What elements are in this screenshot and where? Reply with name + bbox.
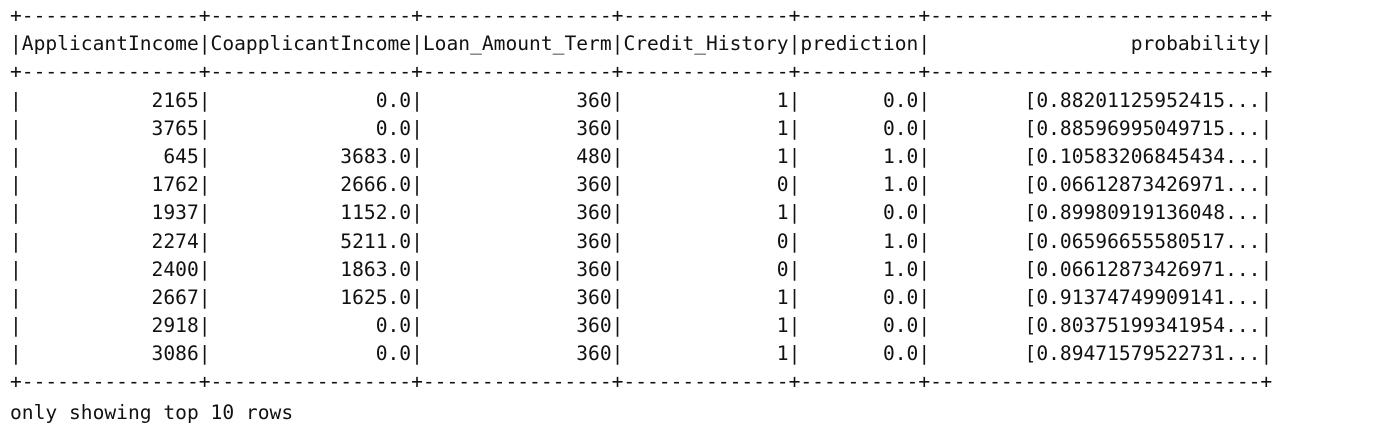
table-cell-loan-amount-term: 360 [422, 342, 612, 366]
table-cell-credit-history: 1 [623, 342, 789, 366]
table-row: | 2667| 1625.0| 360| 1| 0.0| [0.91374749… [10, 285, 1273, 309]
table-cell-prediction: 1.0 [800, 257, 919, 281]
table-cell-applicantincome: 2274 [21, 229, 199, 253]
table-cell-prediction: 1.0 [800, 229, 919, 253]
table-cell-loan-amount-term: 360 [422, 201, 612, 225]
table-cell-probability: [0.06612873426971... [930, 257, 1261, 281]
table-cell-loan-amount-term: 480 [422, 144, 612, 168]
table-cell-prediction: 1.0 [800, 173, 919, 197]
column-header-coapplicantincome: CoapplicantIncome [210, 32, 412, 56]
column-header-loan-amount-term: Loan_Amount_Term [422, 32, 612, 56]
table-cell-credit-history: 1 [623, 144, 789, 168]
table-row: | 2400| 1863.0| 360| 0| 1.0| [0.06612873… [10, 257, 1273, 281]
table-cell-credit-history: 0 [623, 257, 789, 281]
table-row: | 1762| 2666.0| 360| 0| 1.0| [0.06612873… [10, 173, 1273, 197]
column-header-credit-history: Credit_History [623, 32, 789, 56]
table-cell-coapplicantincome: 5211.0 [210, 229, 412, 253]
table-cell-coapplicantincome: 0.0 [210, 116, 412, 140]
table-cell-credit-history: 0 [623, 229, 789, 253]
column-header-prediction: prediction [800, 32, 919, 56]
table-cell-credit-history: 1 [623, 116, 789, 140]
table-cell-loan-amount-term: 360 [422, 257, 612, 281]
footer-note: only showing top 10 rows [10, 400, 294, 424]
table-cell-applicantincome: 2918 [21, 314, 199, 338]
table-border-header: +---------------+-----------------+-----… [10, 60, 1273, 84]
table-cell-probability: [0.80375199341954... [930, 314, 1261, 338]
table-cell-applicantincome: 3086 [21, 342, 199, 366]
table-cell-probability: [0.06612873426971... [930, 173, 1261, 197]
table-row: | 2165| 0.0| 360| 1| 0.0| [0.88201125952… [10, 88, 1273, 112]
table-cell-loan-amount-term: 360 [422, 285, 612, 309]
table-cell-probability: [0.89980919136048... [930, 201, 1261, 225]
table-cell-loan-amount-term: 360 [422, 88, 612, 112]
table-cell-loan-amount-term: 360 [422, 173, 612, 197]
table-cell-credit-history: 1 [623, 201, 789, 225]
table-header-row: |ApplicantIncome|CoapplicantIncome|Loan_… [10, 32, 1273, 56]
table-row: | 2274| 5211.0| 360| 0| 1.0| [0.06596655… [10, 229, 1273, 253]
table-cell-probability: [0.91374749909141... [930, 285, 1261, 309]
table-cell-applicantincome: 2667 [21, 285, 199, 309]
table-cell-prediction: 0.0 [800, 342, 919, 366]
table-cell-coapplicantincome: 0.0 [210, 88, 412, 112]
table-cell-probability: [0.88596995049715... [930, 116, 1261, 140]
table-cell-applicantincome: 3765 [21, 116, 199, 140]
table-cell-coapplicantincome: 1625.0 [210, 285, 412, 309]
table-row: | 645| 3683.0| 480| 1| 1.0| [0.105832068… [10, 144, 1273, 168]
table-cell-loan-amount-term: 360 [422, 229, 612, 253]
table-row: | 2918| 0.0| 360| 1| 0.0| [0.80375199341… [10, 314, 1273, 338]
table-cell-probability: [0.89471579522731... [930, 342, 1261, 366]
table-cell-prediction: 0.0 [800, 88, 919, 112]
table-row: | 3086| 0.0| 360| 1| 0.0| [0.89471579522… [10, 342, 1273, 366]
table-cell-applicantincome: 2400 [21, 257, 199, 281]
table-body: | 2165| 0.0| 360| 1| 0.0| [0.88201125952… [10, 87, 1272, 369]
spark-output: +---------------+-----------------+-----… [10, 2, 1272, 427]
table-cell-coapplicantincome: 2666.0 [210, 173, 412, 197]
table-cell-applicantincome: 1762 [21, 173, 199, 197]
table-cell-prediction: 0.0 [800, 314, 919, 338]
table-cell-probability: [0.88201125952415... [930, 88, 1261, 112]
table-cell-prediction: 0.0 [800, 201, 919, 225]
table-cell-coapplicantincome: 1863.0 [210, 257, 412, 281]
table-cell-probability: [0.10583206845434... [930, 144, 1261, 168]
table-row: | 1937| 1152.0| 360| 1| 0.0| [0.89980919… [10, 201, 1273, 225]
table-cell-prediction: 1.0 [800, 144, 919, 168]
table-border-bottom: +---------------+-----------------+-----… [10, 370, 1273, 394]
table-cell-applicantincome: 645 [21, 144, 199, 168]
table-cell-probability: [0.06596655580517... [930, 229, 1261, 253]
table-cell-coapplicantincome: 3683.0 [210, 144, 412, 168]
table-cell-loan-amount-term: 360 [422, 314, 612, 338]
column-header-probability: probability [930, 32, 1261, 56]
table-cell-coapplicantincome: 0.0 [210, 314, 412, 338]
table-border-top: +---------------+-----------------+-----… [10, 4, 1273, 27]
table-cell-applicantincome: 2165 [21, 88, 199, 112]
table-cell-applicantincome: 1937 [21, 201, 199, 225]
table-cell-credit-history: 1 [623, 285, 789, 309]
table-cell-prediction: 0.0 [800, 116, 919, 140]
table-cell-credit-history: 1 [623, 314, 789, 338]
table-cell-credit-history: 1 [623, 88, 789, 112]
table-row: | 3765| 0.0| 360| 1| 0.0| [0.88596995049… [10, 116, 1273, 140]
table-cell-prediction: 0.0 [800, 285, 919, 309]
table-cell-credit-history: 0 [623, 173, 789, 197]
table-cell-loan-amount-term: 360 [422, 116, 612, 140]
column-header-applicantincome: ApplicantIncome [21, 32, 199, 56]
table-cell-coapplicantincome: 1152.0 [210, 201, 412, 225]
table-cell-coapplicantincome: 0.0 [210, 342, 412, 366]
